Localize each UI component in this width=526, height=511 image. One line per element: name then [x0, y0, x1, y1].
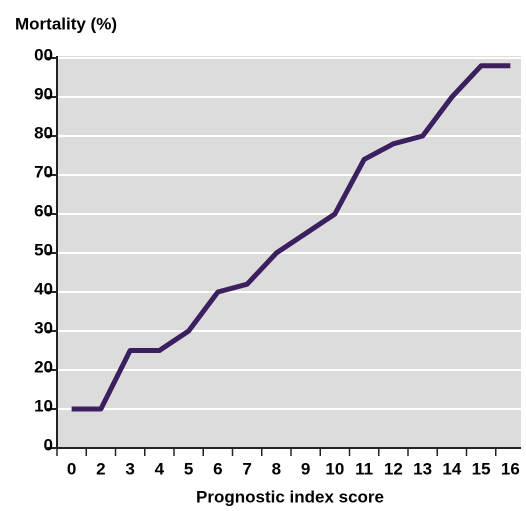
y-tick-label: 60 [34, 201, 53, 220]
x-tick-label: 10 [325, 459, 344, 478]
x-tick-label: 11 [355, 459, 373, 478]
chart-title: Mortality (%) [15, 14, 117, 33]
x-tick-label: 7 [242, 459, 251, 478]
y-tick-label: 50 [34, 240, 53, 259]
x-tick-label: 13 [413, 459, 432, 478]
y-tick-label: 80 [34, 123, 53, 142]
y-tick-label: 20 [34, 357, 53, 376]
y-tick-label: 40 [34, 279, 53, 298]
x-tick-label: 4 [155, 459, 165, 478]
x-tick-label: 3 [125, 459, 134, 478]
x-tick-label: 14 [442, 459, 461, 478]
y-tick-label: 0 [44, 435, 53, 454]
x-tick-label: 15 [472, 459, 491, 478]
data-line [71, 63, 511, 412]
x-tick-label: 6 [213, 459, 222, 478]
y-tick-label: 70 [34, 162, 53, 181]
x-tick-label: 16 [501, 459, 520, 478]
x-tick-label: 5 [184, 459, 193, 478]
x-tick-label: 12 [384, 459, 403, 478]
y-tick-label: 00 [34, 45, 53, 64]
x-tick-label: 9 [301, 459, 310, 478]
x-tick-label: 8 [272, 459, 281, 478]
x-tick-label: 2 [96, 459, 105, 478]
x-axis-title: Prognostic index score [196, 487, 384, 506]
x-tick-label: 0 [67, 459, 76, 478]
y-tick-label: 10 [34, 396, 53, 415]
y-tick-label: 30 [34, 318, 53, 337]
y-tick-label: 90 [34, 84, 53, 103]
